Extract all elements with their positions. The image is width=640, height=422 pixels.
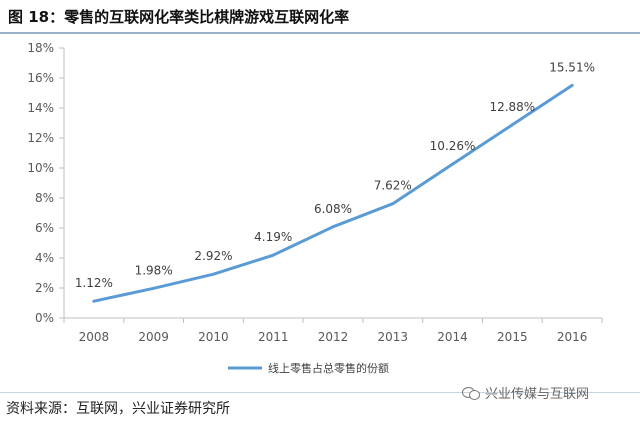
- data-point: [271, 253, 275, 257]
- wechat-icon: [462, 386, 480, 400]
- watermark-text: 兴业传媒与互联网: [485, 387, 590, 402]
- y-tick-label: 0%: [35, 311, 54, 325]
- figure-title: 图 18：零售的互联网化率类比棋牌游戏互联网化率: [8, 8, 350, 26]
- data-point: [451, 162, 455, 166]
- line-chart: 0% 2% 4% 6% 8% 10% 12% 14% 16% 18% 2008 2009 2010 201…: [27, 41, 603, 375]
- title-bar: 图 18：零售的互联网化率类比棋牌游戏互联网化率: [0, 0, 640, 34]
- data-point: [211, 272, 215, 276]
- x-tick-label: 2014: [437, 330, 468, 344]
- legend-label: 线上零售占总零售的份额: [268, 361, 389, 375]
- data-point: [391, 202, 395, 206]
- data-label: 1.98%: [135, 263, 173, 277]
- data-label: 15.51%: [549, 60, 595, 74]
- y-tick-label: 18%: [27, 41, 54, 55]
- y-tick-label: 8%: [35, 191, 54, 205]
- x-tick-label: 2009: [138, 330, 169, 344]
- data-label: 2.92%: [194, 249, 232, 263]
- x-tick-label: 2011: [258, 330, 289, 344]
- data-label: 1.12%: [75, 276, 113, 290]
- data-label: 12.88%: [489, 100, 535, 114]
- y-tick-label: 12%: [27, 131, 54, 145]
- watermark: 兴业传媒与互联网: [462, 383, 589, 402]
- data-point: [152, 286, 156, 290]
- x-tick-label: 2012: [318, 330, 349, 344]
- source-note: 资料来源：互联网，兴业证券研究所: [6, 401, 230, 417]
- data-point: [510, 123, 514, 127]
- y-tick-label: 16%: [27, 71, 54, 85]
- x-tick-label: 2016: [557, 330, 588, 344]
- data-point: [331, 225, 335, 229]
- x-tick-label: 2008: [79, 330, 110, 344]
- y-tick-label: 6%: [35, 221, 54, 235]
- data-label: 6.08%: [314, 202, 352, 216]
- data-label: 7.62%: [374, 179, 412, 193]
- x-tick-label: 2013: [378, 330, 409, 344]
- x-tick-label: 2015: [497, 330, 528, 344]
- data-point: [570, 83, 574, 87]
- data-point: [92, 299, 96, 303]
- data-label: 10.26%: [430, 139, 476, 153]
- data-label: 4.19%: [254, 230, 292, 244]
- y-tick-label: 4%: [35, 251, 54, 265]
- source-divider: [0, 392, 640, 393]
- x-tick-label: 2010: [198, 330, 229, 344]
- y-tick-label: 10%: [27, 161, 54, 175]
- y-tick-label: 14%: [27, 101, 54, 115]
- y-tick-label: 2%: [35, 281, 54, 295]
